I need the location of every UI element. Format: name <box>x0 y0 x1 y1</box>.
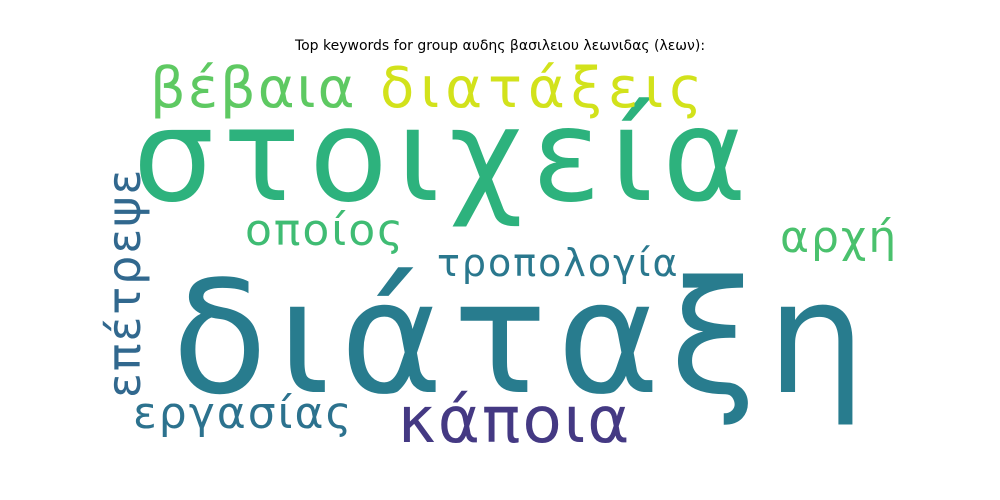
word-10: εργασίας <box>133 388 353 439</box>
word-4: διατάξεις <box>380 56 708 121</box>
word-1: στοιχεία <box>133 82 756 231</box>
word-9: επέτρεψε <box>97 168 151 398</box>
word-7: τροπολογία <box>437 241 680 285</box>
word-8: αρχή <box>780 212 898 263</box>
word-6: οποίος <box>245 205 405 256</box>
chart-title: Top keywords for group αυδης βασιλειου λ… <box>294 38 706 54</box>
word-3: κάποια <box>398 384 631 458</box>
word-5: βέβαια <box>150 56 357 121</box>
word-2: διάταξη <box>172 247 876 429</box>
